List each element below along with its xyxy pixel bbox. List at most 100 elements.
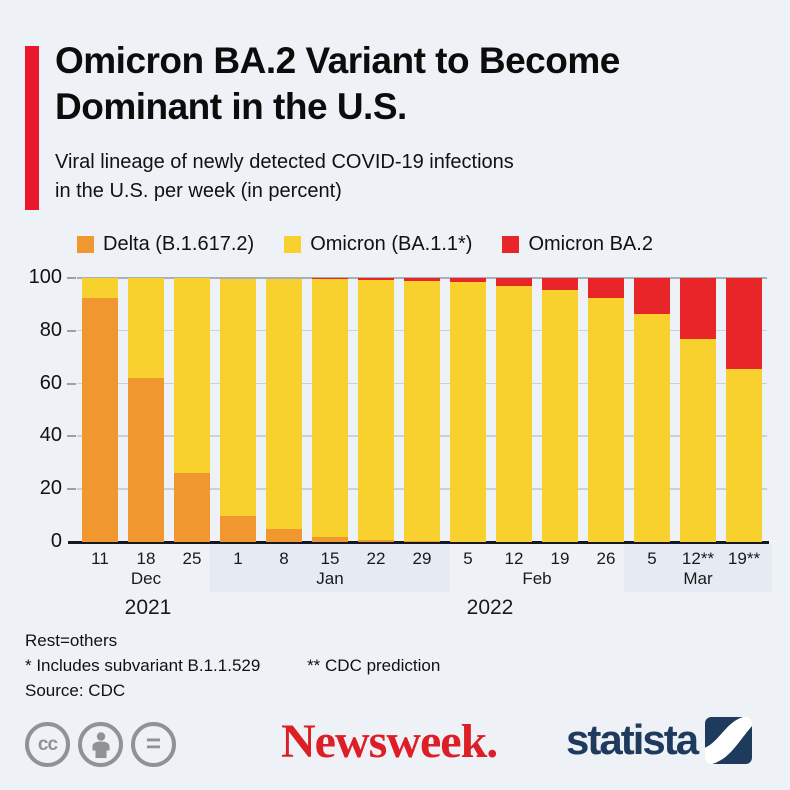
bar-segment	[542, 290, 578, 542]
month-label-jan: Jan	[316, 569, 344, 588]
x-axis-line	[68, 541, 769, 544]
subvariant-note: * Includes subvariant B.1.1.529	[25, 656, 261, 675]
month-band-mar	[624, 544, 772, 592]
creative-commons-icons: cc =	[25, 722, 176, 767]
month-label-mar: Mar	[683, 569, 713, 588]
x-tick-label: 15	[320, 549, 340, 568]
title-accent-bar	[25, 46, 39, 210]
y-axis-label-0: 0	[50, 530, 62, 552]
chart-subtitle: Viral lineage of newly detected COVID-19…	[55, 148, 514, 206]
month-label-dec: Dec	[130, 569, 162, 588]
legend-item: Omicron BA.2	[502, 233, 653, 256]
bar-segment	[450, 281, 486, 542]
bar-segment	[496, 285, 532, 542]
asterisk-notes: * Includes subvariant B.1.1.529 ** CDC p…	[25, 653, 440, 678]
month-label-feb: Feb	[522, 569, 552, 588]
bar-segment	[358, 278, 394, 280]
subtitle-line-1: Viral lineage of newly detected COVID-19…	[55, 151, 514, 173]
person-glyph	[92, 731, 109, 758]
bar-segment	[358, 279, 394, 540]
bar-segment	[404, 280, 440, 541]
footnotes: Rest=others * Includes subvariant B.1.1.…	[25, 628, 440, 703]
statista-logo: statista	[566, 716, 753, 764]
bar-segment	[358, 539, 394, 542]
y-axis-label-60: 60	[39, 371, 62, 394]
statista-wordmark: statista	[566, 716, 699, 763]
bar-segment	[128, 378, 164, 542]
bar-segment	[726, 278, 762, 370]
bar-segment	[312, 536, 348, 542]
month-band-jan	[210, 544, 450, 592]
bar-segment	[174, 278, 210, 474]
y-tick-100	[67, 277, 76, 279]
legend-swatch	[502, 236, 520, 253]
legend-swatch	[284, 236, 302, 253]
prediction-note: ** CDC prediction	[307, 656, 441, 675]
legend-swatch	[77, 236, 94, 253]
bar-segment	[450, 278, 486, 282]
rest-note: Rest=others	[25, 631, 118, 650]
y-axis-label-80: 80	[39, 318, 62, 341]
bar-segment	[588, 278, 624, 298]
y-axis-label-20: 20	[39, 477, 62, 500]
bar-segment	[312, 278, 348, 279]
bar-segment	[404, 540, 440, 542]
legend-label: Omicron BA.2	[528, 233, 653, 255]
y-axis-label-100: 100	[28, 266, 62, 288]
legend-item: Delta (B.1.617.2)	[77, 233, 254, 256]
cc-license-icon: cc	[25, 722, 70, 767]
bar-segment	[266, 278, 302, 530]
y-tick-40	[67, 435, 76, 438]
statista-mark-icon	[705, 716, 753, 764]
source-note: Source: CDC	[25, 681, 126, 700]
cc-by-person-icon	[78, 722, 123, 767]
bar-segment	[312, 278, 348, 537]
bar-segment	[726, 369, 762, 542]
legend-item: Omicron (BA.1.1*)	[284, 233, 472, 256]
x-tick-label: 1	[233, 549, 243, 568]
bar-segment	[82, 297, 118, 542]
bar-segment	[496, 278, 532, 286]
y-tick-80	[67, 329, 76, 332]
bar-segment	[634, 278, 670, 314]
bar-segment	[542, 278, 578, 291]
x-tick-label: 26	[596, 549, 616, 568]
x-tick-label: 12	[504, 549, 524, 568]
x-tick-label: 11	[91, 549, 109, 568]
bar-segment	[680, 338, 716, 542]
bar-segment	[588, 297, 624, 542]
y-axis-label-40: 40	[39, 424, 62, 447]
x-tick-label: 12**	[681, 549, 715, 568]
x-tick-label: 8	[279, 549, 289, 568]
x-tick-label: 5	[647, 549, 657, 568]
chart-legend: Delta (B.1.617.2) Omicron (BA.1.1*) Omicro…	[77, 233, 653, 256]
x-tick-label: 18	[136, 549, 156, 568]
bar-segment	[220, 279, 256, 516]
legend-label: Omicron (BA.1.1*)	[310, 233, 473, 255]
year-label-2022: 2022	[466, 596, 514, 619]
x-tick-label: 19	[550, 549, 570, 568]
x-tick-label: 25	[182, 549, 202, 568]
bar-segment	[680, 278, 716, 339]
bar-segment	[634, 313, 670, 542]
bar-segment	[220, 515, 256, 542]
bar-segment	[82, 278, 118, 298]
bar-segment	[266, 529, 302, 542]
bar-segment	[404, 278, 440, 281]
newsweek-logo: Newsweek.	[281, 715, 498, 768]
x-tick-label: 29	[412, 549, 432, 568]
x-tick-label: 5	[463, 549, 473, 568]
legend-label: Delta (B.1.617.2)	[103, 233, 255, 255]
bar-segment	[128, 278, 164, 379]
subtitle-line-2: in the U.S. per week (in percent)	[55, 180, 342, 202]
cc-label: cc	[37, 733, 58, 755]
x-tick-label: 22	[366, 549, 386, 568]
title-line-2: Dominant in the U.S.	[55, 86, 407, 127]
x-tick-label: 19**	[727, 549, 761, 568]
y-tick-60	[67, 382, 76, 385]
y-tick-20	[67, 488, 76, 491]
year-label-2021: 2021	[124, 596, 172, 619]
cc-nd-equals-icon: =	[131, 722, 176, 767]
